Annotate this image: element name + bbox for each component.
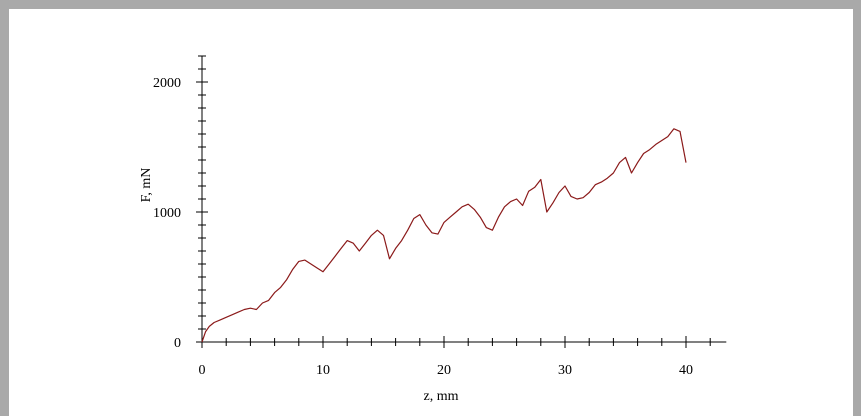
y-tick-label: 0 [174,336,181,351]
x-tick-label: 40 [679,363,693,378]
x-tick-labels: 0 10 20 30 40 [199,363,694,378]
y-ticks [196,55,208,343]
y-axis-label: F, mN [139,168,154,203]
y-tick-label: 1000 [153,206,181,221]
y-tick-labels: 0 1000 2000 [153,76,181,351]
x-tick-label: 30 [558,363,572,378]
x-tick-label: 20 [437,363,451,378]
x-tick-label: 10 [316,363,330,378]
x-tick-label: 0 [199,363,206,378]
axes [201,56,727,343]
x-axis-label: z, mm [424,389,459,404]
x-ticks [201,336,711,348]
series-line [201,128,687,343]
y-tick-label: 2000 [153,76,181,91]
